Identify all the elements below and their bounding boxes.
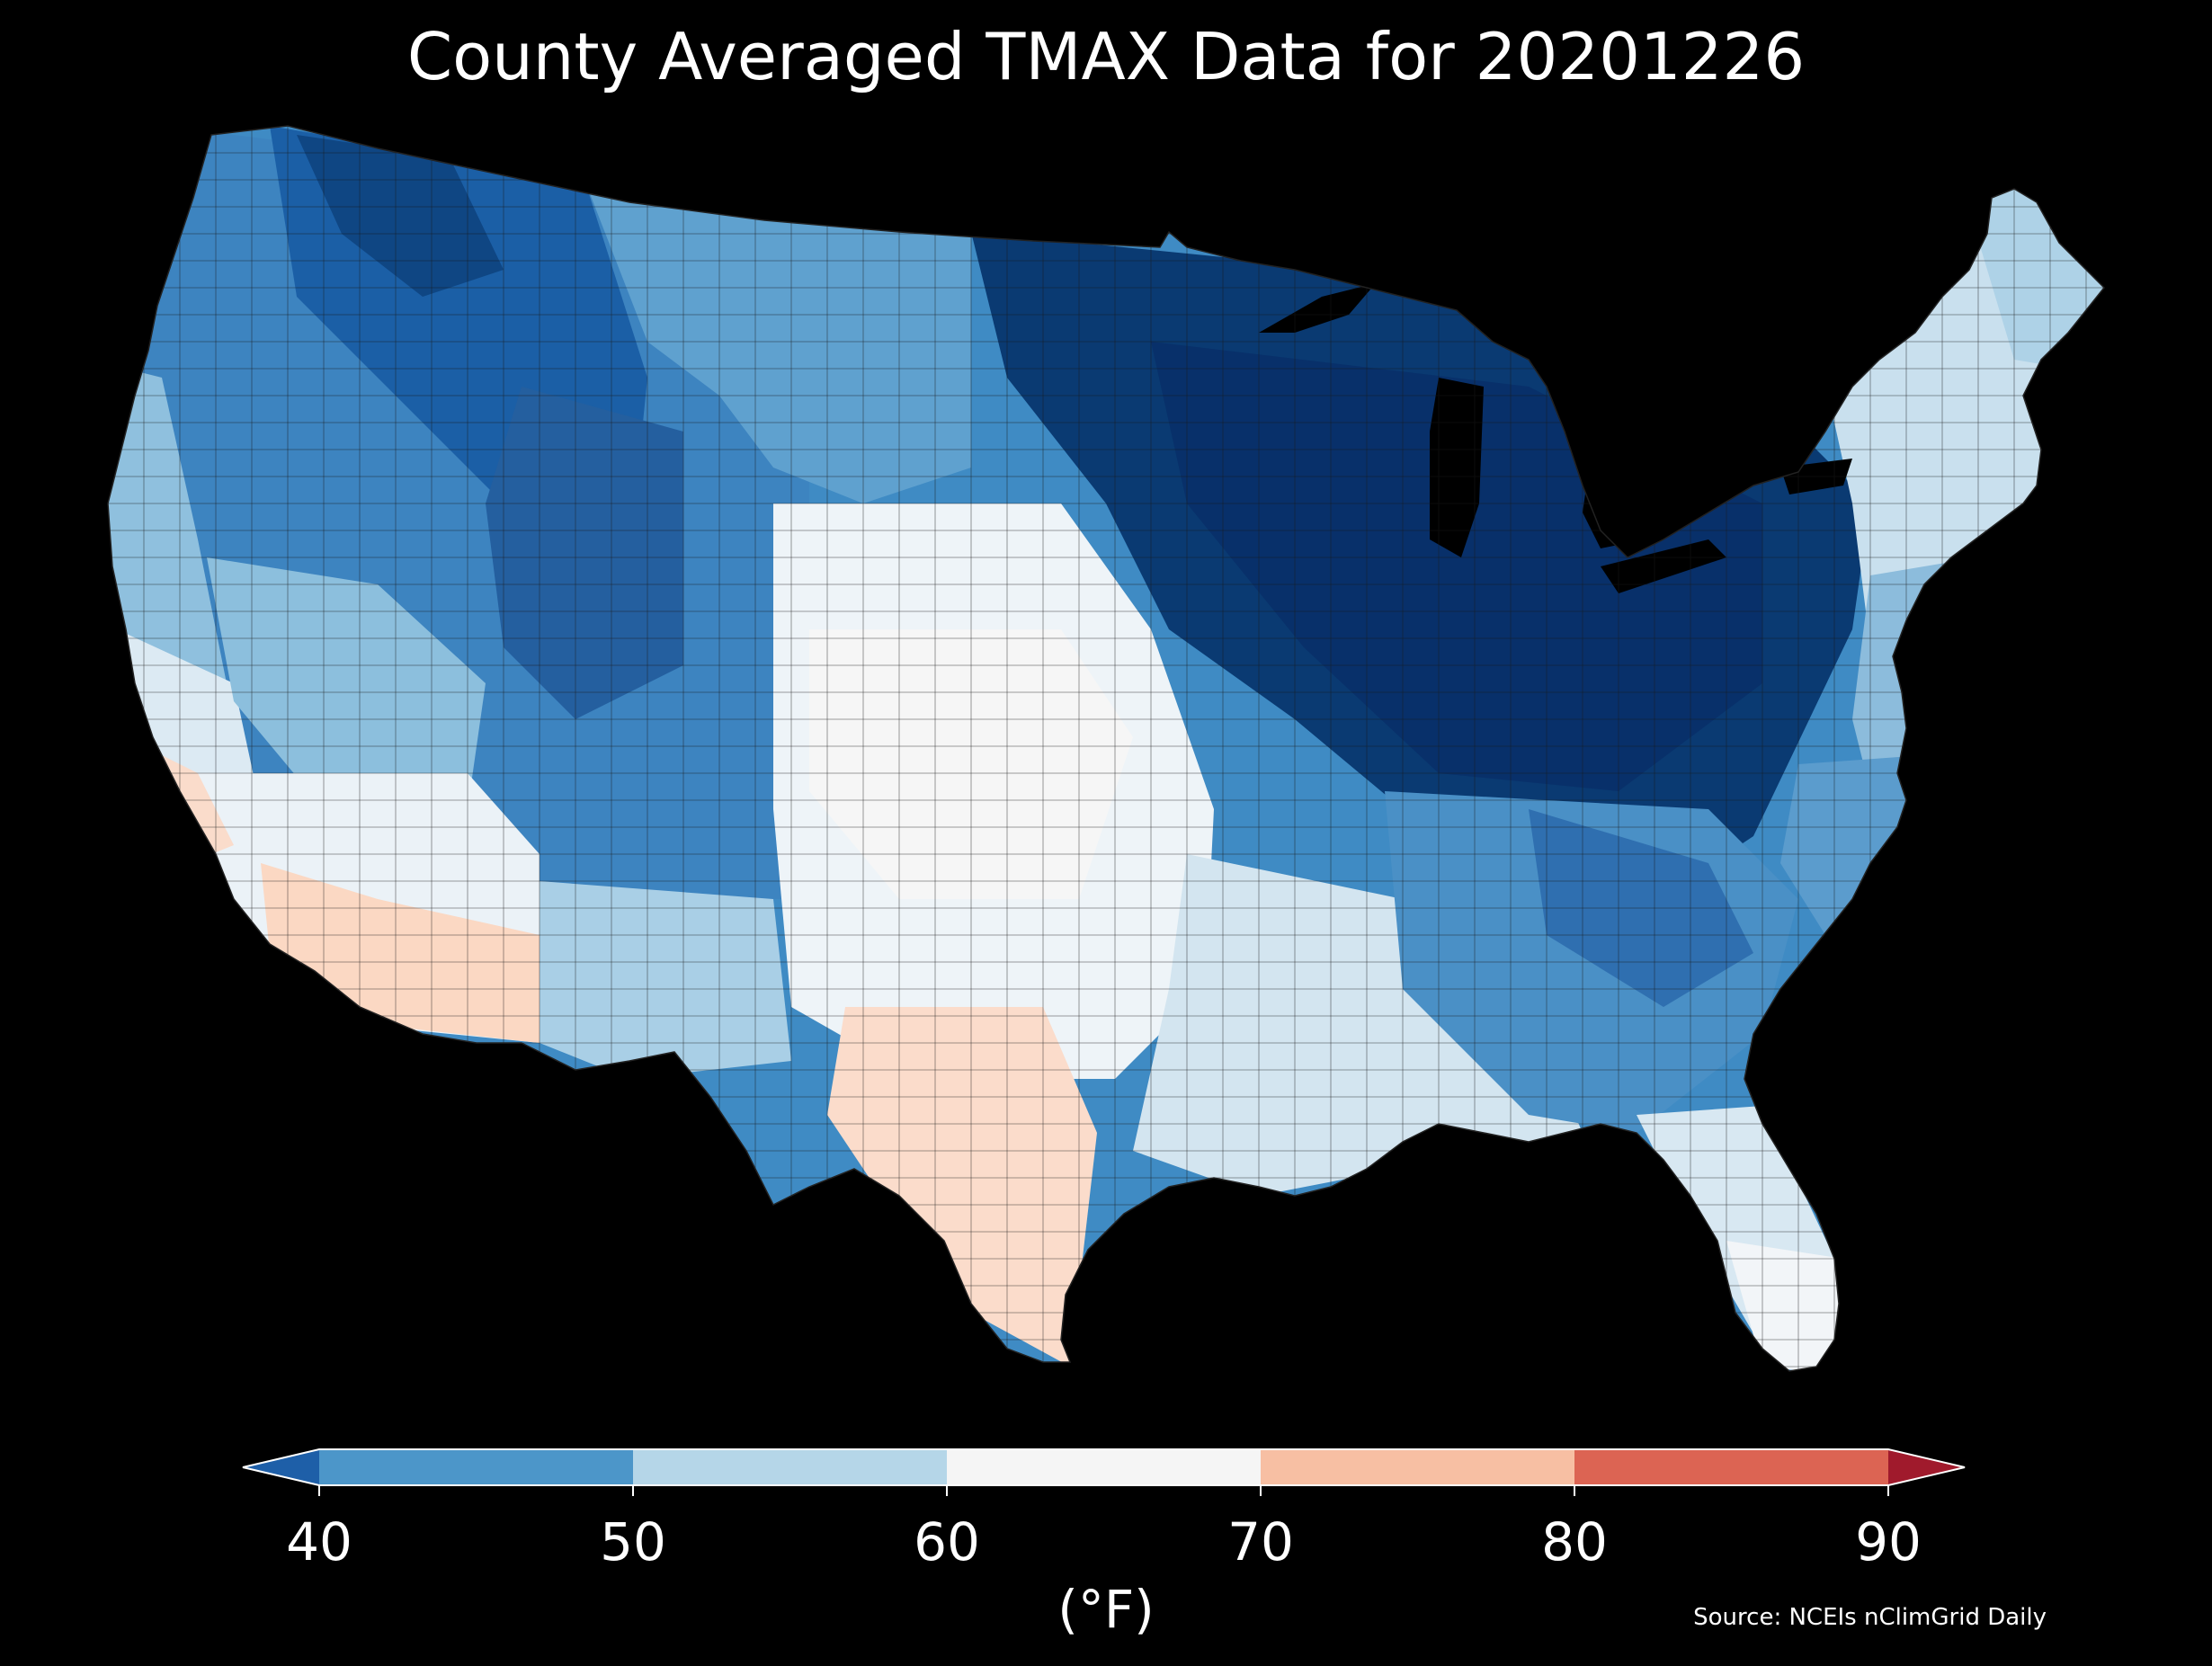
colorbar xyxy=(0,1439,2212,1666)
us-outline xyxy=(107,125,2106,1372)
colorbar-tick-label: 70 xyxy=(1227,1511,1294,1572)
lake-superior xyxy=(1259,283,1376,333)
colorbar-tick-label: 80 xyxy=(1541,1511,1608,1572)
northeast-region xyxy=(1816,162,2104,647)
colorado-rockies-region xyxy=(486,387,683,719)
choropleth-map xyxy=(107,125,2106,1372)
gulf-coast-region xyxy=(1133,854,1583,1196)
map-title: County Averaged TMAX Data for 20201226 xyxy=(406,19,1806,94)
lake-erie xyxy=(1601,539,1726,593)
colorbar-extend-low xyxy=(243,1449,319,1485)
colorbar-tick-label: 40 xyxy=(286,1511,352,1572)
colorbar-tick-label: 50 xyxy=(600,1511,666,1572)
colorbar-segment xyxy=(319,1449,633,1485)
source-credit: Source: NCEIs nClimGrid Daily xyxy=(1693,1604,2047,1631)
colorbar-outline xyxy=(242,1448,1966,1486)
colorbar-segment xyxy=(1574,1449,1888,1485)
new-mexico-region xyxy=(540,881,791,1079)
colorbar-tick-label: 60 xyxy=(914,1511,980,1572)
us-county-map xyxy=(107,125,2106,1372)
colorbar-segment xyxy=(1261,1449,1574,1485)
colorbar-extend-high xyxy=(1888,1449,1965,1485)
colorbar-unit-label: (°F) xyxy=(1057,1579,1155,1640)
colorbar-segments xyxy=(243,1449,1965,1496)
northern-rockies-cold-core xyxy=(297,135,504,297)
colorbar-svg xyxy=(242,1448,1966,1496)
colorbar-tick-label: 90 xyxy=(1855,1511,1922,1572)
colorbar-segment xyxy=(947,1449,1261,1485)
colorbar-segment xyxy=(633,1449,947,1485)
